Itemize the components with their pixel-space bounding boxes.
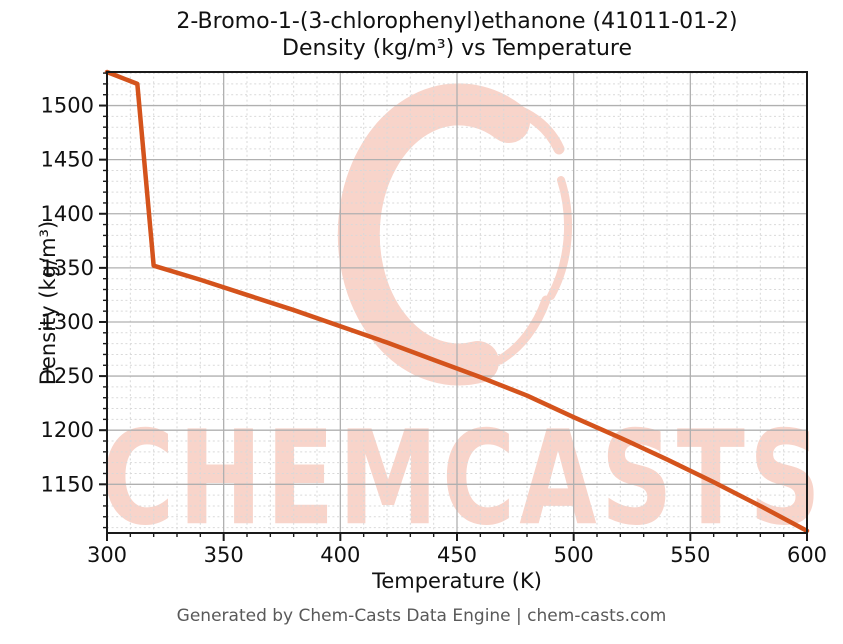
x-tick-labels: 300 350 400 450 500 550 600 bbox=[87, 543, 827, 567]
grid-major bbox=[106, 72, 808, 533]
tick-label: 400 bbox=[320, 543, 360, 567]
tick-label: 600 bbox=[787, 543, 827, 567]
y-axis-label: Density (kg/m³) bbox=[36, 220, 60, 386]
tick-label: 1500 bbox=[41, 94, 94, 118]
chart-title-line1: 2-Bromo-1-(3-chlorophenyl)ethanone (4101… bbox=[176, 9, 738, 34]
tick-label: 1250 bbox=[41, 364, 94, 388]
tick-label: 1200 bbox=[41, 418, 94, 442]
tick-label: 550 bbox=[670, 543, 710, 567]
tick-label: 1300 bbox=[41, 310, 94, 334]
chart-title: 2-Bromo-1-(3-chlorophenyl)ethanone (4101… bbox=[107, 8, 807, 62]
tick-label: 1150 bbox=[41, 472, 94, 496]
tick-label: 300 bbox=[87, 543, 127, 567]
chart-title-line2: Density (kg/m³) vs Temperature bbox=[282, 36, 632, 61]
x-axis-label: Temperature (K) bbox=[372, 569, 542, 593]
tick-label: 350 bbox=[204, 543, 244, 567]
y-tick-labels: 1150 1200 1250 1300 1350 1400 1450 1500 bbox=[41, 94, 94, 497]
tick-label: 1400 bbox=[41, 202, 94, 226]
tick-label: 450 bbox=[437, 543, 477, 567]
tick-label: 1350 bbox=[41, 256, 94, 280]
tick-label: 1450 bbox=[41, 148, 94, 172]
density-line bbox=[104, 69, 810, 534]
density-series-line bbox=[104, 69, 810, 534]
tick-label: 500 bbox=[554, 543, 594, 567]
axis-ticks bbox=[99, 72, 808, 541]
footer-credit: Generated by Chem-Casts Data Engine | ch… bbox=[176, 606, 667, 626]
